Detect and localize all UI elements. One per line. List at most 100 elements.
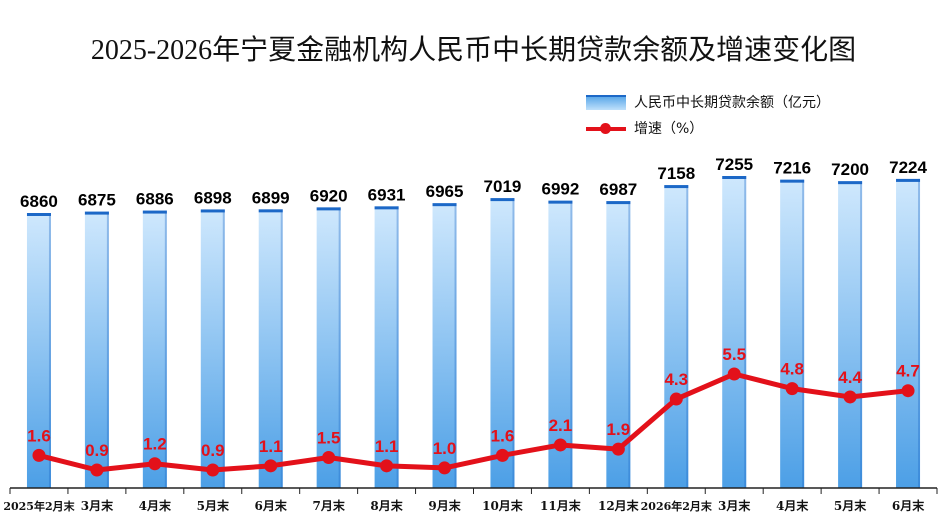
bar-balance [664, 185, 689, 489]
bar-balance-top-edge [316, 207, 341, 211]
growth-point [843, 390, 857, 404]
data-labels-layer: 6860 6875 6886 6898 6899 6920 6931 6965 7019 6992… [20, 155, 927, 460]
bar-balance [432, 203, 457, 488]
bar-balance-side-edge [280, 209, 283, 488]
x-tick-label: 3月末 [718, 498, 751, 513]
growth-point [785, 382, 799, 396]
bar-balance-side-edge [802, 179, 805, 488]
bar-value-label: 7019 [484, 177, 522, 196]
bar-balance-top-edge [548, 200, 573, 204]
bar-value-label: 7255 [715, 155, 753, 174]
bar-balance-top-edge [896, 178, 921, 182]
growth-point [438, 461, 452, 475]
growth-point [148, 457, 162, 471]
bar-balance-top-edge [258, 209, 283, 213]
bar-balance-side-edge [570, 200, 573, 488]
bar-balance [374, 206, 399, 488]
growth-point [495, 448, 509, 462]
growth-point [90, 463, 104, 477]
growth-value-label: 4.3 [664, 370, 688, 389]
bar-balance-side-edge [48, 213, 51, 488]
bar-value-label: 6965 [426, 182, 464, 201]
growth-value-label: 1.1 [375, 437, 399, 456]
growth-value-label: 1.0 [433, 439, 457, 458]
bar-balance-top-edge [838, 181, 863, 185]
x-tick-label: 4月末 [139, 498, 172, 513]
x-tick-label: 9月末 [428, 498, 461, 513]
bar-balance [896, 178, 921, 488]
bar-value-label: 6875 [78, 191, 116, 210]
growth-value-label: 4.7 [896, 362, 920, 381]
bar-balance-top-edge [374, 206, 399, 210]
growth-point [669, 392, 683, 406]
bar-balance [142, 210, 167, 488]
x-tick-label: 2026年2月末 [641, 499, 713, 513]
bar-balance [316, 207, 341, 488]
bar-balance-side-edge [106, 211, 109, 488]
bar-balance [26, 213, 51, 488]
bar-value-label: 6860 [20, 192, 58, 211]
bar-value-label: 6992 [541, 180, 579, 199]
bar-balance [258, 209, 283, 488]
x-tick-label: 10月末 [482, 498, 524, 513]
bar-balance-side-edge [512, 198, 515, 488]
legend-bar-swatch [586, 94, 626, 110]
bar-balance-side-edge [686, 185, 689, 489]
bar-balance-side-edge [338, 207, 341, 488]
bar-balance-top-edge [664, 185, 689, 189]
growth-point [264, 459, 278, 473]
x-tick-label: 3月末 [81, 498, 114, 513]
x-tick-label: 5月末 [834, 498, 867, 513]
growth-value-label: 1.2 [143, 435, 167, 454]
bar-value-label: 6898 [194, 188, 232, 207]
chart-legend: 人民币中长期贷款余额（亿元） 增速（%） [586, 89, 830, 141]
growth-point [553, 438, 567, 452]
bar-balance-top-edge [490, 198, 515, 202]
growth-point [32, 448, 46, 462]
growth-value-label: 1.6 [27, 426, 51, 445]
bar-balance-top-edge [84, 211, 109, 215]
bars-layer [26, 176, 921, 489]
bar-balance-top-edge [432, 203, 457, 207]
legend-line-label: 增速（%） [634, 121, 704, 137]
growth-point [901, 384, 915, 398]
bar-balance-side-edge [396, 206, 399, 488]
growth-value-label: 1.5 [317, 428, 341, 447]
x-tick-label: 6月末 [892, 498, 925, 513]
bar-balance-side-edge [918, 178, 921, 488]
bar-value-label: 7158 [657, 164, 695, 183]
legend-item-growth: 增速（%） [586, 115, 830, 141]
growth-value-label: 0.9 [85, 441, 109, 460]
bar-balance [490, 198, 515, 488]
growth-value-label: 4.4 [838, 368, 862, 387]
bar-balance [780, 179, 805, 488]
bar-balance-top-edge [780, 179, 805, 183]
legend-line-swatch [586, 122, 626, 135]
bar-balance-side-edge [628, 201, 631, 488]
bar-balance-top-edge [142, 210, 167, 214]
x-tick-label: 6月末 [255, 498, 288, 513]
growth-value-label: 1.6 [491, 426, 515, 445]
bar-value-label: 6987 [599, 180, 637, 199]
bar-value-label: 7224 [889, 158, 927, 177]
bar-balance-side-edge [860, 181, 863, 488]
bar-balance-side-edge [744, 176, 747, 488]
bar-balance [200, 209, 225, 489]
bar-balance [84, 211, 109, 488]
x-tick-label: 7月末 [312, 498, 345, 513]
chart-title: 2025-2026年宁夏金融机构人民币中长期贷款余额及增速变化图 [90, 35, 857, 66]
bar-value-label: 6920 [310, 186, 348, 205]
bar-balance-side-edge [454, 203, 457, 488]
growth-value-label: 1.1 [259, 437, 283, 456]
bar-balance-top-edge [26, 213, 51, 216]
growth-point [380, 459, 394, 473]
bar-value-label: 7216 [773, 159, 811, 178]
growth-value-label: 4.8 [780, 360, 804, 379]
bar-balance [722, 176, 747, 488]
legend-bar-label: 人民币中长期贷款余额（亿元） [634, 95, 830, 111]
growth-point [322, 450, 336, 464]
bar-value-label: 6899 [252, 188, 290, 207]
bar-value-label: 6931 [368, 185, 406, 204]
bar-balance-side-edge [164, 210, 167, 488]
